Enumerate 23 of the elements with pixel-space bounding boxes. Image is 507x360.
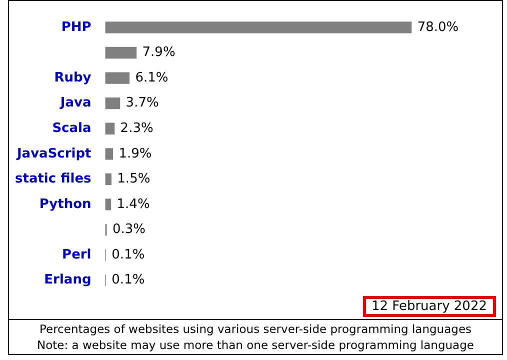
y-tick-label: JavaScript [16,146,92,162]
text: Note: a website may use more than one server-side programming language [36,337,475,353]
data-label: 7.9% [142,45,176,60]
y-tick-label: Python [39,196,92,212]
data-label: 0.1% [112,247,145,262]
data-label: 2.3% [120,120,154,136]
data-label: 6.1% [135,70,168,86]
data-label: 1.9% [118,146,152,162]
y-tick-label: Scala [52,120,92,136]
y-tick-label: PHP [61,20,92,35]
data-label: 0.3% [112,222,146,238]
data-label: 1.5% [117,172,150,187]
data-label: 3.7% [126,96,159,111]
y-tick-label: Ruby [54,70,92,86]
highlight-frame: 12 February 2022 [362,296,496,317]
text: Percentages of websites using various server-side programming languages [38,321,473,337]
data-label: 0.1% [112,272,145,288]
data-label: 1.4% [116,196,150,212]
data-label: 78.0% [417,20,459,35]
y-tick-label: Erlang [44,272,92,288]
y-tick-label: Perl [62,247,92,262]
y-tick-label: Java [59,96,92,111]
y-tick-label: static files [14,172,92,187]
